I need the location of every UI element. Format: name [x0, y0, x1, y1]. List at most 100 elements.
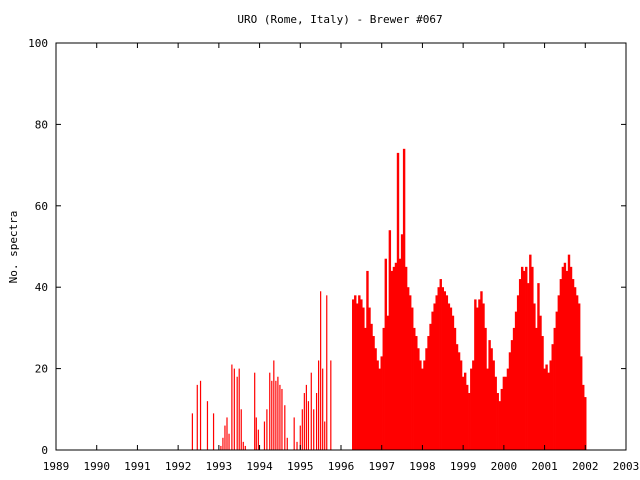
bar — [271, 380, 273, 450]
bar — [425, 348, 428, 450]
ticks-group: 1989 1990 1991 1992 1993 1994 1995 1996 1997 1998… — [28, 37, 639, 473]
bar — [222, 437, 224, 450]
bar — [419, 360, 422, 450]
bar — [537, 283, 540, 450]
y-tick-label: 40 — [35, 281, 48, 294]
bar — [441, 287, 444, 450]
bar — [374, 348, 377, 450]
bar — [582, 384, 585, 450]
bar — [423, 360, 426, 450]
bar — [370, 323, 373, 450]
bar — [498, 401, 501, 450]
bar — [555, 311, 558, 450]
bar — [443, 291, 447, 450]
bar — [196, 384, 198, 450]
x-tick-label: 2000 — [491, 460, 518, 473]
x-tick-label: 2002 — [572, 460, 599, 473]
bar — [299, 425, 301, 450]
bar — [529, 254, 532, 450]
bar — [409, 295, 412, 450]
bar — [580, 356, 583, 450]
bar — [431, 311, 434, 450]
bar — [244, 445, 246, 450]
bar — [527, 283, 530, 450]
bar — [326, 295, 328, 450]
bar — [525, 266, 528, 450]
bar — [372, 336, 375, 450]
bar — [449, 307, 453, 450]
bar — [366, 270, 369, 450]
bar — [255, 417, 257, 450]
bar — [510, 340, 514, 450]
bar — [512, 327, 516, 450]
bar — [577, 303, 581, 450]
bar — [301, 409, 303, 450]
bar — [584, 397, 587, 450]
bar — [533, 303, 536, 450]
y-tick-label: 60 — [35, 200, 48, 213]
bar — [539, 315, 542, 450]
bar — [275, 380, 277, 450]
bar — [286, 437, 288, 450]
bar — [356, 303, 359, 450]
bar — [520, 266, 524, 450]
bar — [315, 393, 318, 450]
bar — [307, 401, 310, 450]
bar — [233, 368, 235, 450]
bar — [468, 393, 471, 450]
bar — [557, 295, 561, 450]
bars-group — [191, 148, 587, 450]
bar — [376, 360, 379, 450]
bar — [360, 299, 363, 450]
bar — [480, 291, 483, 450]
bar — [490, 348, 493, 450]
bar — [494, 376, 497, 450]
bar — [382, 327, 385, 450]
bar — [212, 413, 215, 450]
bar — [461, 376, 465, 450]
bar — [567, 254, 571, 450]
x-tick-label: 2001 — [531, 460, 558, 473]
bar — [380, 356, 383, 450]
bar — [269, 372, 271, 450]
bar — [281, 388, 283, 450]
bar — [472, 360, 475, 450]
bar — [518, 279, 522, 450]
bar — [352, 299, 355, 450]
bar — [565, 270, 569, 450]
x-tick-label: 1989 — [43, 460, 70, 473]
bar — [322, 368, 324, 450]
x-tick-label: 1991 — [124, 460, 151, 473]
bar — [496, 393, 499, 450]
bar — [240, 409, 242, 450]
bar — [474, 299, 477, 450]
bar — [378, 368, 381, 450]
bar — [506, 368, 510, 450]
bar — [545, 364, 548, 450]
bar — [392, 266, 396, 450]
bar — [242, 441, 244, 450]
bar — [549, 360, 552, 450]
bar — [541, 336, 544, 450]
bar — [559, 279, 563, 450]
bar — [406, 287, 410, 450]
bar — [266, 409, 268, 450]
bar — [238, 368, 240, 450]
bar — [561, 266, 565, 450]
bar — [398, 258, 402, 450]
bar — [257, 429, 259, 450]
bar — [402, 148, 406, 450]
bar — [543, 368, 546, 450]
bar — [569, 266, 573, 450]
x-tick-label: 1996 — [328, 460, 355, 473]
bar — [296, 441, 298, 450]
bar — [427, 336, 430, 450]
bar — [482, 303, 485, 450]
bar — [488, 340, 491, 450]
bar — [199, 380, 202, 450]
x-tick-label: 1994 — [246, 460, 273, 473]
bar — [228, 433, 230, 450]
bar — [279, 384, 281, 450]
bar — [571, 279, 575, 450]
